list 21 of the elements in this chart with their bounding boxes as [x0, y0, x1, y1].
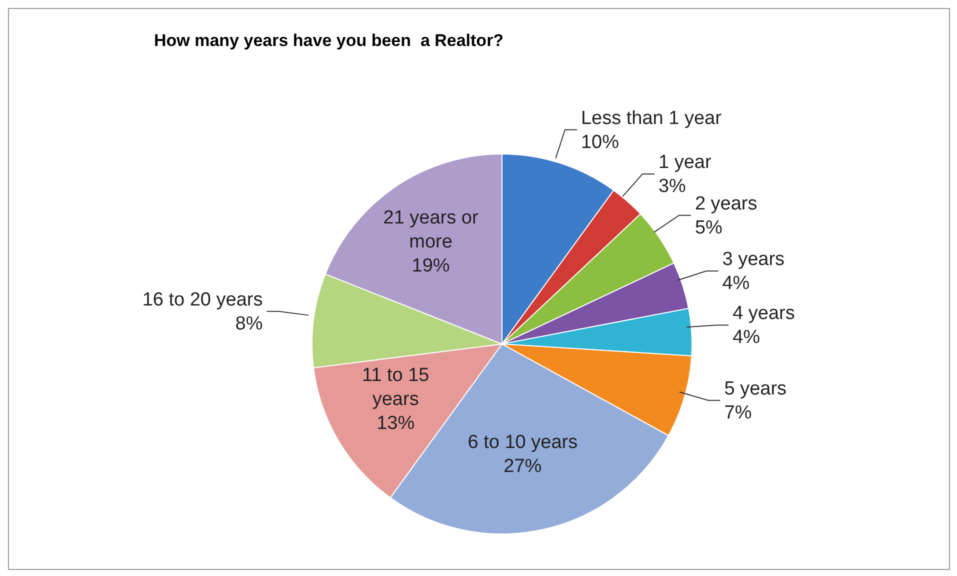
- slice-label: 2 years: [694, 192, 758, 214]
- data-label: 10%: [580, 131, 620, 152]
- slice-label: 6 to 10 years: [468, 431, 578, 452]
- data-label: 7%: [724, 402, 752, 423]
- chart-title: How many years have you been a Realtor?: [154, 31, 504, 51]
- data-label: 4%: [722, 272, 750, 294]
- slice-label: 1 year: [658, 151, 712, 172]
- slice-label: 4 years: [732, 302, 795, 324]
- slice-label: 21 years or more: [383, 207, 479, 252]
- data-label: 3%: [658, 175, 686, 196]
- data-label: 4%: [732, 326, 760, 348]
- slice-label: 16 to 20 years: [142, 288, 263, 310]
- data-label: 13%: [376, 412, 415, 434]
- data-label: 8%: [235, 312, 263, 334]
- data-label: 5%: [694, 216, 723, 238]
- slice-label: Less than 1 year: [580, 107, 722, 128]
- data-label: 19%: [412, 255, 450, 276]
- data-label: 27%: [504, 455, 542, 476]
- slice-label: 5 years: [724, 378, 787, 399]
- slice-label: 11 to 15 years: [362, 364, 430, 410]
- slice-label: 3 years: [722, 248, 785, 270]
